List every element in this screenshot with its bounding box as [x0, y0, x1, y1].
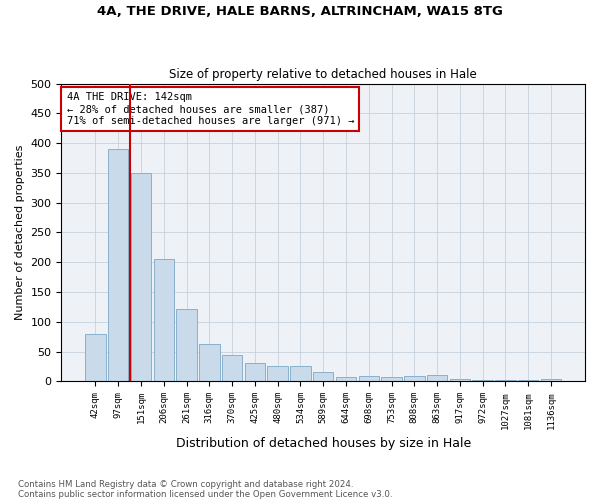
Bar — [427, 375, 448, 382]
Text: 4A, THE DRIVE, HALE BARNS, ALTRINCHAM, WA15 8TG: 4A, THE DRIVE, HALE BARNS, ALTRINCHAM, W… — [97, 5, 503, 18]
Bar — [268, 366, 288, 382]
Bar — [290, 366, 311, 382]
Bar — [359, 376, 379, 382]
Text: 4A THE DRIVE: 142sqm
← 28% of detached houses are smaller (387)
71% of semi-deta: 4A THE DRIVE: 142sqm ← 28% of detached h… — [67, 92, 354, 126]
Bar — [336, 377, 356, 382]
Bar — [518, 380, 538, 382]
Bar — [541, 379, 561, 382]
Title: Size of property relative to detached houses in Hale: Size of property relative to detached ho… — [169, 68, 477, 81]
Y-axis label: Number of detached properties: Number of detached properties — [15, 145, 25, 320]
Bar — [404, 376, 425, 382]
Bar — [245, 364, 265, 382]
Bar — [154, 259, 174, 382]
Bar — [176, 308, 197, 382]
Bar — [199, 344, 220, 382]
Bar — [449, 379, 470, 382]
X-axis label: Distribution of detached houses by size in Hale: Distribution of detached houses by size … — [176, 437, 471, 450]
Bar — [313, 372, 334, 382]
Bar — [108, 149, 128, 382]
Bar — [222, 355, 242, 382]
Text: Contains HM Land Registry data © Crown copyright and database right 2024.
Contai: Contains HM Land Registry data © Crown c… — [18, 480, 392, 499]
Bar — [495, 380, 515, 382]
Bar — [472, 380, 493, 382]
Bar — [131, 173, 151, 382]
Bar — [381, 376, 402, 382]
Bar — [85, 334, 106, 382]
